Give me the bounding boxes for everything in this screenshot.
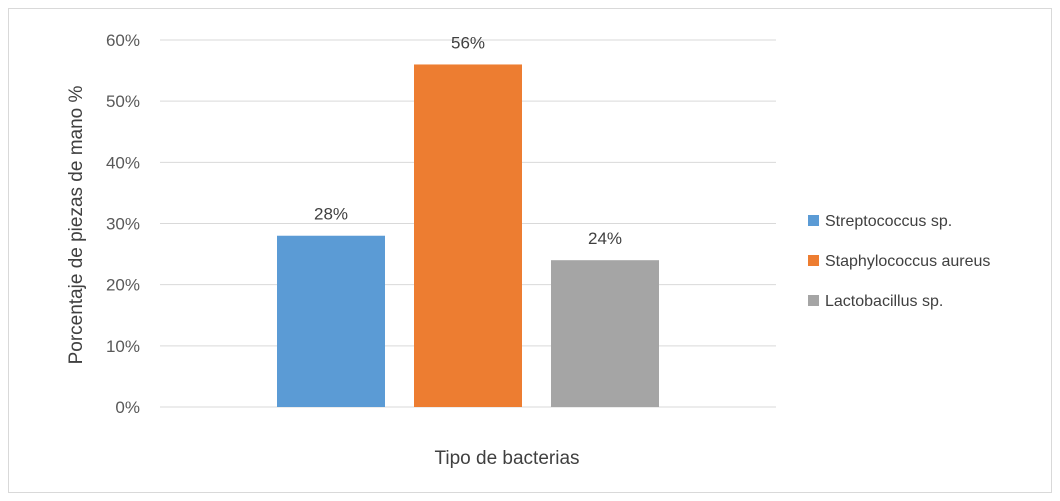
y-tick-label-10: 10% [106,337,140,356]
bar-staphylococcus-aureus [414,64,522,407]
y-tick-label-30: 30% [106,215,140,234]
y-axis-title: Porcentaje de piezas de mano % [66,85,87,364]
y-tick-label-40: 40% [106,153,140,172]
data-label-1: 56% [451,33,485,52]
bar-streptococcus-sp [277,235,385,407]
bar-lactobacillus-sp [551,260,659,407]
data-label-0: 28% [314,205,348,224]
x-axis-title: Tipo de bacterias [434,448,579,469]
legend-swatch-2 [808,295,819,306]
y-tick-label-50: 50% [106,92,140,111]
bars [277,64,659,407]
legend-label-0: Streptococcus sp. [825,213,952,230]
data-labels: 28% 56% 24% [314,33,622,248]
y-axis-ticks: 0% 10% 20% 30% 40% 50% 60% [106,31,140,417]
chart-frame [8,8,1052,493]
legend-label-1: Staphylococcus aureus [825,253,990,270]
y-tick-label-20: 20% [106,276,140,295]
y-tick-label-60: 60% [106,31,140,50]
legend: Streptococcus sp. Staphylococcus aureus La… [808,213,990,310]
legend-swatch-1 [808,255,819,266]
legend-swatch-0 [808,215,819,226]
y-tick-label-0: 0% [115,398,140,417]
data-label-2: 24% [588,229,622,248]
legend-label-2: Lactobacillus sp. [825,293,943,310]
